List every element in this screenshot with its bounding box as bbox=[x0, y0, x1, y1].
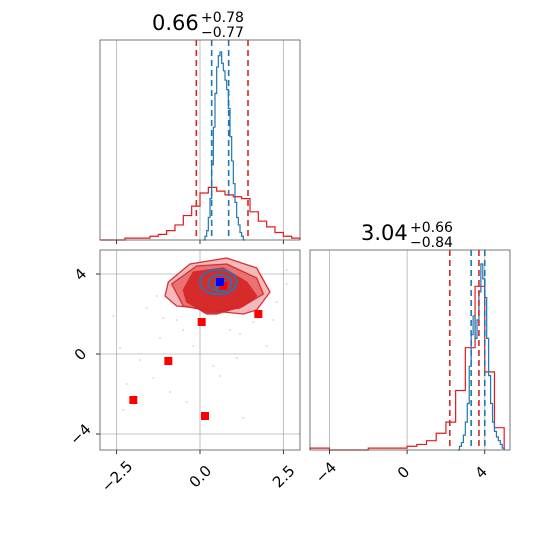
panel-top-left-histogram bbox=[99, 39, 301, 244]
contour-blue-1 bbox=[207, 274, 233, 292]
tick-label-bottom-right-0: −4 bbox=[312, 458, 340, 486]
tick-label-y-0: 4 bbox=[71, 265, 90, 284]
scatter-point-20 bbox=[145, 307, 148, 309]
scatter-point-13 bbox=[119, 347, 121, 349]
tick-label-y-2: −4 bbox=[66, 420, 94, 448]
scatter-point-18 bbox=[229, 329, 231, 331]
marker-red-4 bbox=[254, 310, 263, 318]
tick-label-y-1: 0 bbox=[71, 345, 90, 364]
scatter-point-4 bbox=[239, 333, 241, 335]
scatter-point-15 bbox=[252, 321, 255, 323]
tick-label-bottom-right-1: 0 bbox=[394, 463, 413, 482]
title-bottom-right-plus: +0.66 bbox=[410, 220, 453, 236]
scatter-point-2 bbox=[159, 337, 161, 339]
title-top-left-minus: −0.77 bbox=[201, 25, 244, 41]
scatter-point-3 bbox=[182, 329, 185, 331]
scatter-point-19 bbox=[275, 301, 278, 303]
scatter-point-10 bbox=[235, 357, 238, 359]
panel-bottom-right-histogram: −4 0 4 bbox=[309, 249, 511, 487]
scatter-point-9 bbox=[212, 365, 215, 367]
scatter-point-17 bbox=[175, 319, 178, 321]
marker-red-3 bbox=[197, 318, 206, 326]
scatter-point-11 bbox=[169, 391, 171, 393]
marker-red-2 bbox=[201, 412, 209, 420]
tick-label-x-2: 2.5 bbox=[269, 462, 299, 492]
panel-bottom-left-scatter: −2.5 0.0 2.5 4 0 −4 bbox=[66, 249, 301, 496]
frame-top-left bbox=[99, 39, 301, 241]
title-top-left-plus: +0.78 bbox=[201, 10, 244, 26]
scatter-point-16 bbox=[192, 345, 195, 347]
title-bottom-right-minus: −0.84 bbox=[410, 235, 453, 251]
hist-top-left-red bbox=[100, 186, 301, 241]
scatter-point-12 bbox=[162, 317, 165, 319]
scatter-point-6 bbox=[285, 283, 288, 285]
scatter-point-25 bbox=[155, 295, 158, 297]
hist-top-left-blue bbox=[203, 51, 245, 241]
scatter-point-1 bbox=[139, 359, 141, 361]
title-top-left-value: 0.66 bbox=[152, 11, 199, 35]
scatter-point-5 bbox=[272, 319, 275, 321]
scatter-point-21 bbox=[122, 409, 125, 411]
title-bottom-right-value: 3.04 bbox=[361, 221, 408, 245]
frame-bottom-right bbox=[309, 249, 511, 451]
scatter-point-14 bbox=[265, 345, 268, 347]
tick-label-x-0: −2.5 bbox=[98, 457, 136, 495]
scatter-point-22 bbox=[219, 375, 221, 377]
scatter-point-7 bbox=[112, 315, 115, 317]
marker-red-1 bbox=[164, 357, 173, 365]
hist-bottom-right-blue bbox=[457, 263, 505, 451]
marker-blue-0 bbox=[216, 278, 224, 286]
scatter-point-26 bbox=[285, 269, 288, 271]
scatter-point-23 bbox=[185, 401, 188, 403]
scatter-point-8 bbox=[152, 377, 155, 379]
tick-label-bottom-right-2: 4 bbox=[471, 463, 490, 482]
scatter-point-0 bbox=[125, 383, 128, 385]
contour-blue-0 bbox=[199, 268, 238, 296]
marker-red-0 bbox=[129, 396, 138, 404]
tick-label-x-1: 0.0 bbox=[186, 462, 216, 492]
scatter-point-24 bbox=[242, 417, 245, 419]
frame-bottom-left bbox=[99, 249, 301, 451]
